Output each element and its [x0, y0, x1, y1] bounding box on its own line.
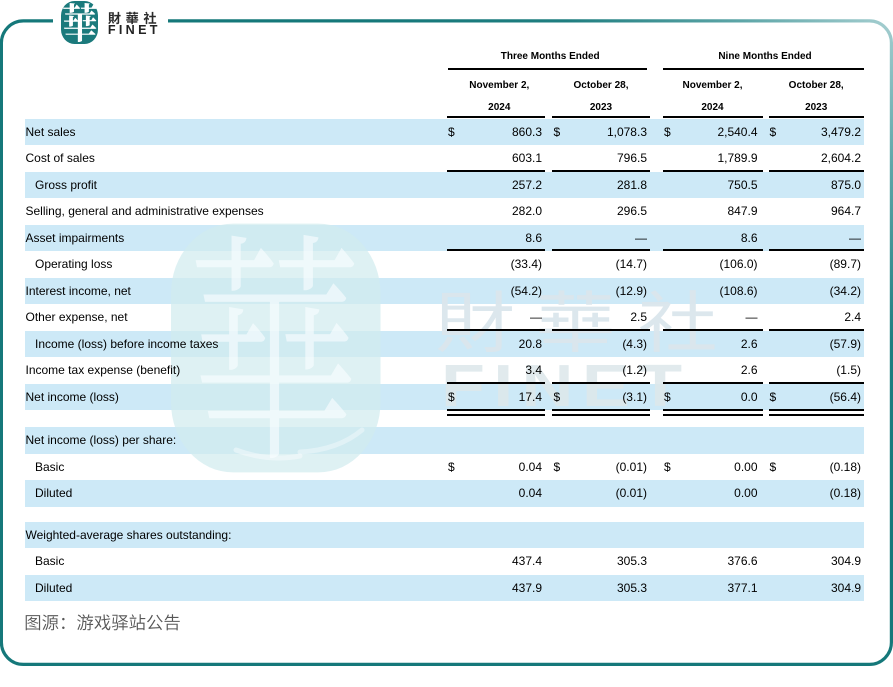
svg-text:FINET: FINET	[108, 23, 161, 37]
svg-text:FINET: FINET	[441, 352, 690, 418]
